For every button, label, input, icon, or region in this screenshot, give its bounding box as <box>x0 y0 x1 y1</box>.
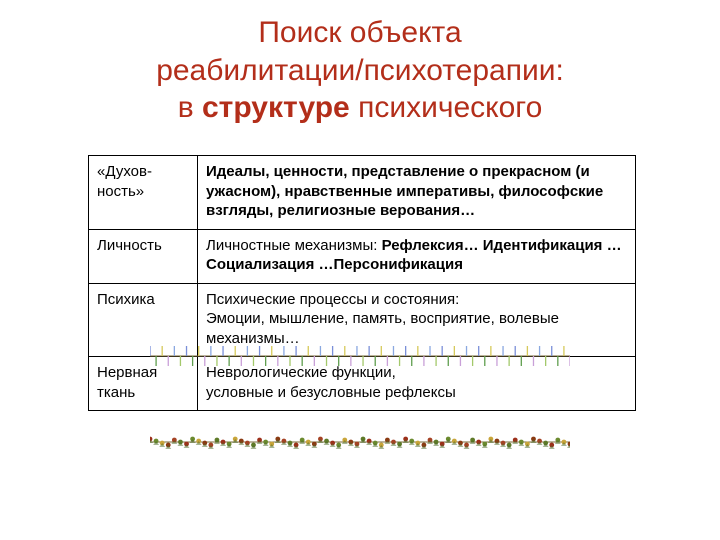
cell-r2-c1: Психические процессы и состояния: Эмоции… <box>198 283 636 357</box>
slide-title: Поиск объекта реабилитации/психотерапии:… <box>0 0 720 127</box>
table-row: «Духов-ность» Идеалы, ценности, представ… <box>89 156 636 230</box>
cell-r3-c0: Нервная ткань <box>89 357 198 411</box>
title-line2: реабилитации/психотерапии: <box>156 54 564 87</box>
slide: Поиск объекта реабилитации/психотерапии:… <box>0 0 720 540</box>
cell-r0-c0: «Духов-ность» <box>89 156 198 230</box>
cell-r3-c1: Неврологические функции, условные и безу… <box>198 357 636 411</box>
title-line1: Поиск объекта <box>258 16 461 49</box>
cell-r1-c1-plain: Личностные механизмы: <box>206 237 382 254</box>
content-table: «Духов-ность» Идеалы, ценности, представ… <box>88 155 636 411</box>
cell-r0-c1: Идеалы, ценности, представление о прекра… <box>198 156 636 230</box>
cell-r1-c1: Личностные механизмы: Рефлексия… Идентиф… <box>198 229 636 283</box>
decorative-divider-2 <box>150 430 570 454</box>
title-line3-post: психического <box>350 91 543 124</box>
table-row: Психика Психические процессы и состояния… <box>89 283 636 357</box>
cell-r2-c0: Психика <box>89 283 198 357</box>
table-row: Личность Личностные механизмы: Рефлексия… <box>89 229 636 283</box>
cell-r1-c0: Личность <box>89 229 198 283</box>
table-row: Нервная ткань Неврологические функции, у… <box>89 357 636 411</box>
title-line3-bold: структуре <box>202 91 350 124</box>
content-table-wrap: «Духов-ность» Идеалы, ценности, представ… <box>88 155 636 411</box>
title-line3-pre: в <box>178 91 202 124</box>
